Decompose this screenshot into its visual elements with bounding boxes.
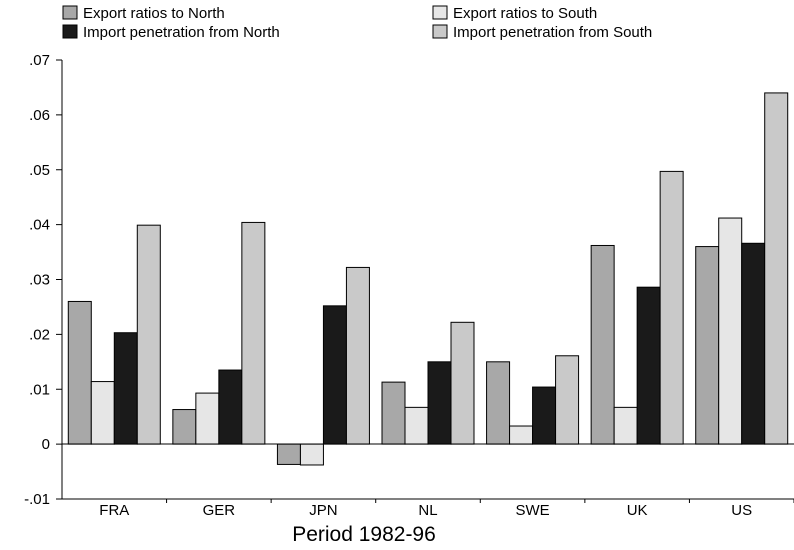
bar-uk-series-2 <box>613 406 638 445</box>
y-tick-label: .04 <box>29 217 50 234</box>
bar-swe-series-4 <box>555 355 580 445</box>
bar-ger-series-3 <box>218 369 243 445</box>
legend-item-2: Export ratios to South <box>432 5 597 22</box>
bar-group-ger <box>172 221 266 445</box>
bar-group-nl <box>381 321 475 445</box>
x-ticks: FRA GER JPN NL SWE UK US <box>99 499 794 519</box>
bar-jpn-series-4 <box>345 266 370 445</box>
bar-group-fra <box>67 224 161 445</box>
x-tick-label: SWE <box>515 502 549 519</box>
y-tick-label: -.01 <box>24 491 50 508</box>
bar-uk-series-3 <box>636 286 661 445</box>
bar-us-series-3 <box>741 242 766 445</box>
bar-nl-series-4 <box>450 321 475 445</box>
bar-ger-series-4 <box>241 221 266 445</box>
legend-swatch <box>432 24 448 39</box>
legend-label: Export ratios to South <box>453 5 597 22</box>
bar-uk-series-1 <box>590 244 615 445</box>
legend-label: Export ratios to North <box>83 5 225 22</box>
x-tick-label: JPN <box>309 502 337 519</box>
legend-item-4: Import penetration from South <box>432 24 652 41</box>
x-tick-label: FRA <box>99 502 129 519</box>
bar-fra-series-4 <box>136 224 161 445</box>
bar-uk-series-4 <box>659 170 684 445</box>
legend-item-1: Export ratios to North <box>62 5 225 22</box>
x-tick-label: NL <box>418 502 437 519</box>
bar-nl-series-1 <box>381 381 406 445</box>
y-tick-label: .07 <box>29 52 50 69</box>
legend-swatch <box>432 5 448 20</box>
bar-swe-series-2 <box>509 425 534 445</box>
y-ticks: -.01 0 .01 .02 .03 .04 .05 .06 .07 <box>24 52 62 508</box>
x-tick-label: UK <box>627 502 648 519</box>
bar-jpn-series-1 <box>276 443 301 465</box>
bar-fra-series-2 <box>90 381 115 445</box>
x-tick-label: GER <box>203 502 236 519</box>
bar-group-uk <box>590 170 684 445</box>
bar-us-series-2 <box>718 217 743 445</box>
bar-nl-series-3 <box>427 361 452 445</box>
bar-nl-series-2 <box>404 406 429 445</box>
bar-group-jpn <box>276 266 370 466</box>
x-tick-label: US <box>731 502 752 519</box>
bar-fra-series-3 <box>113 332 138 445</box>
bar-swe-series-3 <box>532 386 557 445</box>
bar-ger-series-2 <box>195 392 220 445</box>
bar-us-series-4 <box>764 92 789 445</box>
bar-jpn-series-3 <box>322 305 347 445</box>
bar-group-swe <box>486 355 580 445</box>
y-tick-label: .01 <box>29 381 50 398</box>
y-tick-label: .03 <box>29 272 50 289</box>
bar-groups <box>67 92 789 466</box>
legend-swatch <box>62 5 78 20</box>
bar-swe-series-1 <box>486 361 511 445</box>
bar-ger-series-1 <box>172 409 197 445</box>
legend-label: Import penetration from North <box>83 24 280 41</box>
bar-group-us <box>695 92 789 445</box>
legend: Export ratios to North Export ratios to S… <box>62 5 652 41</box>
legend-label: Import penetration from South <box>453 24 652 41</box>
y-tick-label: .05 <box>29 162 50 179</box>
legend-item-3: Import penetration from North <box>62 24 280 41</box>
x-axis-label: Period 1982-96 <box>292 523 436 546</box>
bar-fra-series-1 <box>67 300 92 445</box>
bar-us-series-1 <box>695 246 720 445</box>
y-tick-label: .06 <box>29 107 50 124</box>
y-tick-label: 0 <box>42 436 50 453</box>
bar-jpn-series-2 <box>299 443 324 466</box>
legend-swatch <box>62 24 78 39</box>
y-tick-label: .02 <box>29 326 50 343</box>
